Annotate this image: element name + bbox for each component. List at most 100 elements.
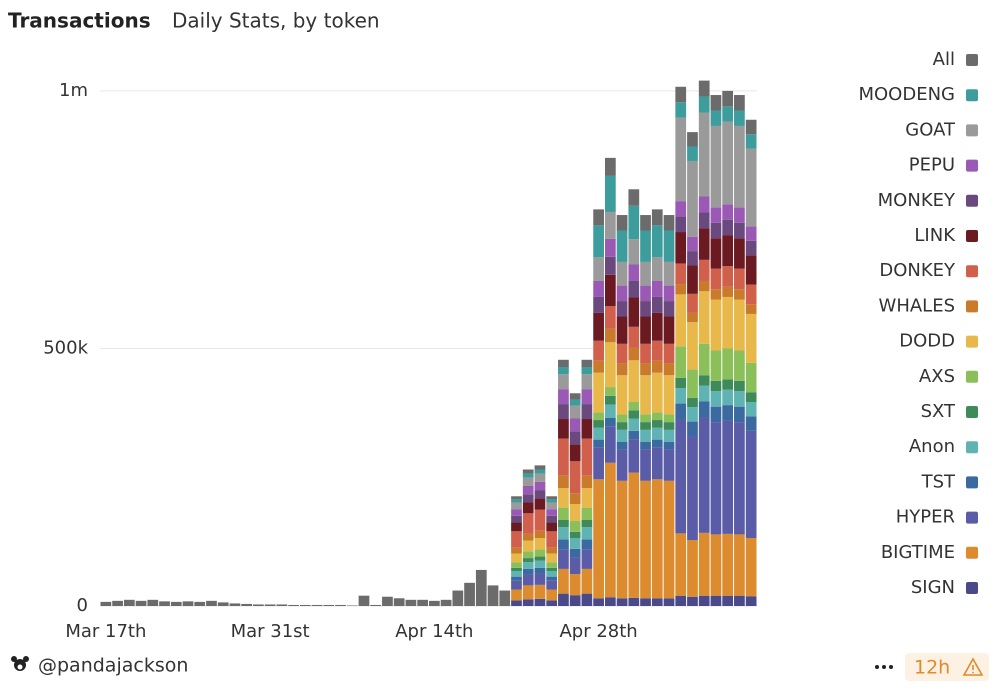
- bar-segment: [616, 363, 628, 376]
- legend-label: GOAT: [905, 119, 956, 140]
- bar-segment: [182, 601, 194, 606]
- legend-swatch: [966, 476, 978, 489]
- bar-segment: [628, 430, 640, 440]
- legend-swatch: [966, 194, 978, 207]
- bar-segment: [558, 419, 569, 439]
- bar-segment: [569, 418, 581, 432]
- legend-swatch: [966, 546, 978, 559]
- bar-segment: [698, 343, 710, 376]
- bar-segment: [675, 419, 687, 534]
- bar-segment: [593, 447, 604, 480]
- bar-segment: [663, 301, 675, 317]
- bar-segment: [734, 125, 745, 208]
- bar-segment: [698, 595, 710, 606]
- bar-segment: [546, 576, 558, 581]
- bar-segment: [558, 374, 569, 390]
- legend-swatch: [966, 406, 978, 418]
- more-menu[interactable]: [875, 665, 893, 669]
- author[interactable]: @pandajackson: [38, 655, 188, 677]
- bar-segment: [734, 595, 745, 606]
- bar-segment: [569, 399, 581, 406]
- bar-segment: [511, 600, 522, 606]
- bar-segment: [616, 480, 628, 599]
- bar-segment: [663, 429, 675, 442]
- bar-segment: [734, 222, 745, 239]
- bar-segment: [616, 230, 628, 262]
- bar-segment: [546, 515, 558, 523]
- legend-label: All: [933, 49, 955, 70]
- bar-segment: [616, 261, 628, 286]
- bar-segment: [651, 280, 663, 297]
- bar-segment: [722, 235, 734, 267]
- bar-segment: [581, 419, 593, 439]
- bar-segment: [593, 257, 604, 281]
- bar-segment: [522, 502, 534, 514]
- bar-segment: [698, 112, 710, 197]
- bar-segment: [593, 427, 604, 440]
- bar-segment: [558, 359, 569, 367]
- bar-segment: [558, 539, 569, 550]
- bar-segment: [734, 380, 745, 392]
- x-tick-label: Mar 17th: [65, 621, 146, 642]
- bar-segment: [616, 316, 628, 344]
- refresh-badge[interactable]: [905, 653, 989, 681]
- bar-segment: [546, 502, 558, 510]
- bar-segment: [604, 417, 616, 427]
- bar-segment: [698, 532, 710, 596]
- bar-segment: [604, 306, 616, 329]
- bar-segment: [511, 580, 522, 590]
- bar-segment: [710, 380, 722, 392]
- legend-swatch: [966, 89, 978, 102]
- bar-segment: [722, 266, 734, 287]
- bar-segment: [651, 427, 663, 440]
- bar-segment: [546, 570, 558, 577]
- bar-segment: [722, 296, 734, 349]
- legend-swatch: [966, 54, 978, 66]
- bar-segment: [687, 369, 698, 398]
- bar-segment: [698, 80, 710, 97]
- bar-segment: [640, 480, 651, 599]
- bar-segment: [534, 509, 546, 531]
- x-tick-label: Mar 31st: [231, 621, 310, 642]
- bar-segment: [663, 230, 675, 262]
- legend-label: DONKEY: [879, 260, 956, 281]
- bar-segment: [698, 280, 710, 292]
- bar-segment: [511, 547, 522, 554]
- warning-icon: [962, 657, 984, 676]
- bar-segment: [651, 340, 663, 361]
- bar-segment: [534, 598, 546, 606]
- bar-segment: [675, 263, 687, 285]
- bar-segment: [640, 375, 651, 415]
- legend-label: TST: [921, 471, 956, 492]
- bar-segment: [734, 406, 745, 423]
- bar-segment: [651, 412, 663, 421]
- bar-segment: [264, 604, 276, 606]
- bar-segment: [745, 362, 757, 393]
- bar-segment: [299, 604, 311, 606]
- bar-segment: [722, 286, 734, 297]
- bar-segment: [534, 584, 546, 599]
- bar-segment: [616, 441, 628, 450]
- legend-label: MONKEY: [878, 190, 956, 211]
- bar-segment: [593, 360, 604, 373]
- bar-segment: [628, 347, 640, 361]
- bar-segment: [616, 598, 628, 606]
- bar-segment: [558, 404, 569, 420]
- bar-segment: [745, 255, 757, 285]
- bar-segment: [522, 562, 534, 569]
- bar-segment: [687, 132, 698, 147]
- bar-segment: [581, 527, 593, 540]
- x-tick-label: Apr 28th: [559, 621, 637, 642]
- bar-segment: [346, 605, 358, 606]
- bar-segment: [651, 479, 663, 599]
- bar-segment: [745, 402, 757, 417]
- bar-segment: [604, 395, 616, 405]
- bar-segment: [745, 538, 757, 597]
- bar-segment: [722, 389, 734, 406]
- bar-segment: [147, 599, 159, 606]
- bar-segment: [370, 604, 382, 606]
- bar-segment: [558, 389, 569, 405]
- author-icon: [11, 656, 29, 671]
- bar-segment: [417, 599, 428, 606]
- bar-segment: [651, 372, 663, 413]
